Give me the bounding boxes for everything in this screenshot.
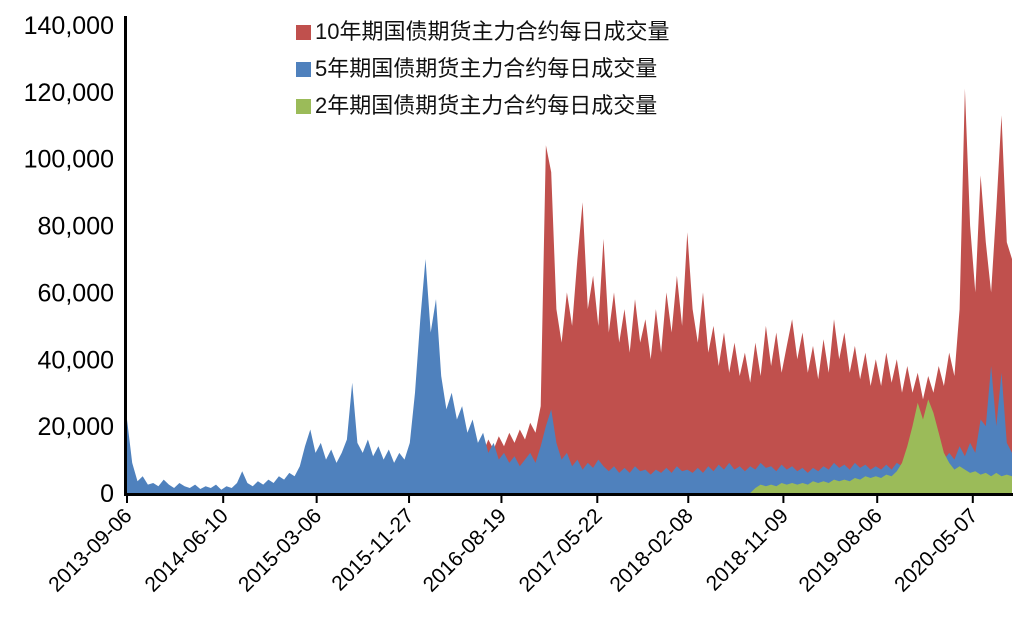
series-area-2y: [127, 399, 1012, 493]
x-tick-label: 2015-03-06: [234, 504, 326, 596]
legend-label-2y: 2年期国债期货主力合约每日成交量: [315, 93, 658, 118]
legend-label-10y: 10年期国债期货主力合约每日成交量: [315, 19, 670, 44]
x-tick-mark: [315, 496, 318, 503]
y-tick-label: 60,000: [38, 279, 114, 307]
x-tick-mark: [500, 496, 503, 503]
x-tick-label: 2015-11-27: [327, 504, 418, 595]
legend-swatch-10y-icon: [296, 24, 311, 40]
legend-item-2y: 2年期国债期货主力合约每日成交量: [296, 92, 669, 120]
legend-label-5y: 5年期国债期货主力合约每日成交量: [315, 56, 658, 81]
x-tick-label: 2018-02-08: [606, 504, 698, 596]
x-tick-mark: [596, 496, 599, 503]
x-tick-mark: [408, 496, 411, 503]
x-tick-label: 2018-11-09: [702, 504, 793, 595]
legend-item-10y: 10年期国债期货主力合约每日成交量: [296, 18, 669, 46]
x-tick-mark: [687, 496, 690, 503]
y-tick-label: 80,000: [38, 213, 114, 241]
x-tick-mark: [126, 496, 128, 503]
series-area-10y: [127, 88, 1012, 493]
x-tick-label: 2019-08-06: [795, 504, 887, 596]
x-tick-mark: [782, 496, 785, 503]
x-tick-mark: [222, 496, 225, 503]
y-tick-label: 100,000: [24, 146, 114, 174]
x-axis-line: [124, 493, 1013, 496]
legend-swatch-5y-icon: [296, 61, 311, 77]
x-tick-label: 2020-05-07: [890, 504, 982, 596]
legend-swatch-2y-icon: [296, 98, 311, 114]
x-tick-mark: [876, 496, 879, 503]
y-tick-label: 0: [100, 480, 114, 508]
series-area-5y: [127, 259, 1012, 493]
x-tick-mark: [971, 496, 974, 503]
x-tick-label: 2017-05-22: [515, 504, 607, 596]
x-tick-label: 2016-08-19: [419, 504, 511, 596]
x-tick-label: 2014-06-10: [141, 504, 233, 596]
y-tick-label: 20,000: [38, 413, 114, 441]
y-tick-label: 140,000: [24, 12, 114, 40]
legend-item-5y: 5年期国债期货主力合约每日成交量: [296, 55, 669, 83]
chart-legend: 10年期国债期货主力合约每日成交量 5年期国债期货主力合约每日成交量 2年期国债…: [296, 18, 669, 120]
x-tick-label: 2013-09-06: [44, 504, 136, 596]
y-tick-label: 40,000: [38, 346, 114, 374]
y-tick-label: 120,000: [24, 79, 114, 107]
y-axis-line: [124, 16, 127, 496]
